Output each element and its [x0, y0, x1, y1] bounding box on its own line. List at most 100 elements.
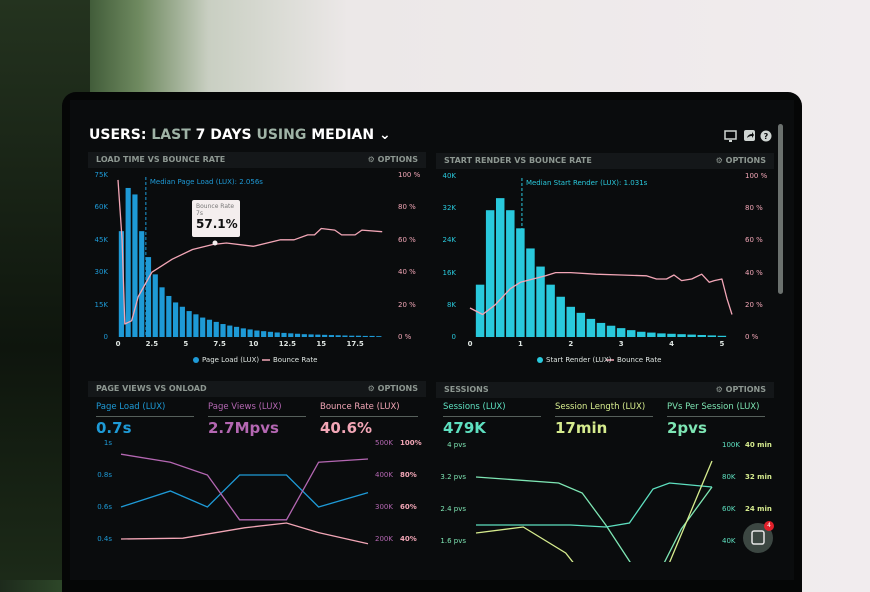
bar[interactable]: [315, 334, 321, 337]
bar[interactable]: [213, 321, 219, 337]
panel-title: START RENDER VS BOUNCE RATE: [444, 156, 592, 165]
bar[interactable]: [342, 335, 348, 337]
bar[interactable]: [254, 330, 260, 337]
options-button[interactable]: ⚙ OPTIONS: [715, 156, 766, 165]
bar[interactable]: [586, 318, 596, 337]
bar[interactable]: [274, 332, 280, 337]
bar[interactable]: [281, 332, 287, 337]
y3-tick-label: 32 min: [745, 473, 772, 481]
bar[interactable]: [362, 335, 368, 337]
bar[interactable]: [596, 322, 606, 337]
chat-icon: [751, 530, 765, 545]
bar[interactable]: [707, 335, 717, 337]
bar[interactable]: [247, 329, 253, 337]
title-metric[interactable]: MEDIAN: [311, 127, 375, 143]
bar[interactable]: [152, 274, 158, 337]
metric-value: 40.6%: [320, 419, 373, 437]
bar[interactable]: [220, 324, 226, 337]
bounce-line: [120, 522, 369, 545]
bar[interactable]: [349, 335, 355, 337]
y-tick-label: 0: [103, 333, 108, 341]
y3-tick-label: 100%: [400, 439, 422, 447]
bar[interactable]: [132, 194, 138, 337]
bar[interactable]: [261, 331, 267, 337]
bar[interactable]: [335, 335, 341, 337]
bar[interactable]: [576, 312, 586, 337]
bar[interactable]: [159, 287, 165, 337]
options-button[interactable]: ⚙ OPTIONS: [367, 155, 418, 164]
bar[interactable]: [616, 328, 626, 337]
bar[interactable]: [328, 335, 334, 337]
bar[interactable]: [546, 284, 555, 337]
chevron-down-icon[interactable]: ⌄: [378, 127, 391, 143]
bar[interactable]: [322, 334, 328, 337]
metric-label: Bounce Rate (LUX): [320, 402, 400, 412]
y-tick-label: 2.4 pvs: [440, 505, 466, 513]
bar[interactable]: [657, 333, 666, 337]
bar[interactable]: [637, 331, 646, 337]
title-range[interactable]: 7 DAYS: [195, 127, 252, 143]
bar[interactable]: [227, 325, 233, 337]
bar[interactable]: [376, 336, 382, 337]
bar[interactable]: [566, 306, 575, 337]
bar[interactable]: [717, 335, 727, 337]
bar[interactable]: [301, 334, 307, 337]
bar[interactable]: [506, 210, 515, 337]
metric-label: Page Load (LUX): [96, 402, 166, 412]
bar[interactable]: [173, 302, 179, 337]
divider: [208, 416, 306, 417]
bar[interactable]: [369, 335, 375, 337]
sessions-line: [476, 482, 713, 528]
bar[interactable]: [233, 326, 240, 337]
page_load-line: [120, 474, 369, 508]
bar[interactable]: [677, 334, 686, 337]
bar[interactable]: [308, 334, 314, 337]
bar[interactable]: [186, 311, 192, 337]
session_length-line: [475, 526, 574, 562]
hover-point[interactable]: [212, 240, 218, 246]
y2-tick-label: 400K: [375, 471, 393, 479]
bar[interactable]: [200, 317, 206, 337]
bar[interactable]: [139, 231, 145, 337]
bar[interactable]: [626, 330, 636, 337]
panel-header-load-time: LOAD TIME VS BOUNCE RATE ⚙ OPTIONS: [88, 152, 426, 168]
bar[interactable]: [495, 198, 505, 337]
x-tick-label: 2: [568, 340, 574, 348]
y-tick-label: 0.8s: [97, 471, 112, 479]
bar[interactable]: [606, 325, 616, 337]
bar[interactable]: [166, 295, 172, 337]
page-title[interactable]: USERS: LAST 7 DAYS USING MEDIAN ⌄: [89, 127, 391, 143]
bar[interactable]: [206, 319, 213, 337]
x-tick-label: 5: [719, 340, 725, 348]
y2-tick-label: 100 %: [745, 172, 768, 180]
bar[interactable]: [526, 248, 535, 337]
bar[interactable]: [475, 284, 485, 337]
bar[interactable]: [536, 266, 545, 337]
options-button[interactable]: ⚙ OPTIONS: [367, 384, 418, 393]
bar[interactable]: [125, 187, 131, 337]
divider: [555, 416, 653, 417]
y-tick-label: 40K: [442, 172, 457, 180]
bar[interactable]: [145, 257, 152, 337]
bar[interactable]: [267, 331, 274, 337]
bar[interactable]: [647, 332, 656, 337]
bar[interactable]: [179, 306, 185, 337]
y-tick-label: 1s: [103, 439, 112, 447]
x-tick-label: 10: [248, 340, 259, 348]
bar[interactable]: [193, 314, 199, 337]
bar[interactable]: [118, 231, 124, 337]
bar[interactable]: [697, 334, 706, 337]
bar[interactable]: [294, 333, 301, 337]
bar[interactable]: [288, 333, 294, 337]
pvs-line: [475, 476, 631, 562]
scrollbar[interactable]: [778, 124, 783, 294]
bar[interactable]: [667, 333, 676, 337]
y-tick-label: 75K: [94, 171, 109, 179]
bar[interactable]: [687, 334, 696, 337]
bar[interactable]: [355, 335, 362, 337]
line-series-group: [120, 453, 369, 545]
bar[interactable]: [556, 296, 565, 337]
bar[interactable]: [485, 210, 495, 337]
bar[interactable]: [240, 328, 246, 337]
options-button[interactable]: ⚙ OPTIONS: [715, 385, 766, 394]
